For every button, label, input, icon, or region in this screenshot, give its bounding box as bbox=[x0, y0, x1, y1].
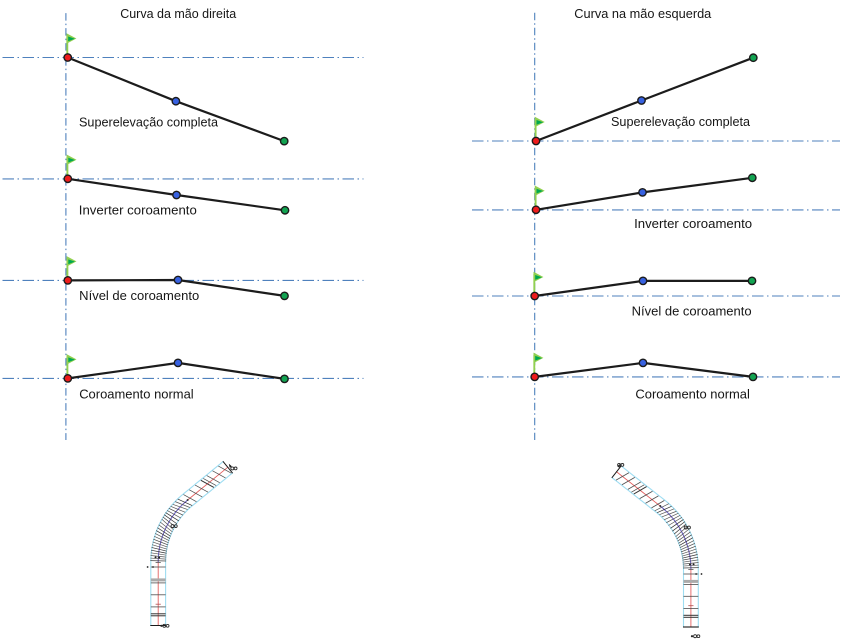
svg-text:Curva da mão direita: Curva da mão direita bbox=[120, 6, 237, 21]
svg-text:Nível de coroamento: Nível de coroamento bbox=[632, 303, 752, 318]
svg-text:Inverter coroamento: Inverter coroamento bbox=[79, 203, 197, 218]
svg-text:Superelevação completa: Superelevação completa bbox=[79, 115, 219, 130]
svg-text:Coroamento normal: Coroamento normal bbox=[635, 387, 750, 402]
svg-text:Curva na mão esquerda: Curva na mão esquerda bbox=[574, 6, 712, 21]
svg-text:Nível de coroamento: Nível de coroamento bbox=[79, 288, 199, 303]
svg-text:Superelevação completa: Superelevação completa bbox=[611, 114, 751, 129]
svg-text:Inverter coroamento: Inverter coroamento bbox=[634, 216, 752, 231]
svg-text:Coroamento normal: Coroamento normal bbox=[79, 387, 194, 402]
